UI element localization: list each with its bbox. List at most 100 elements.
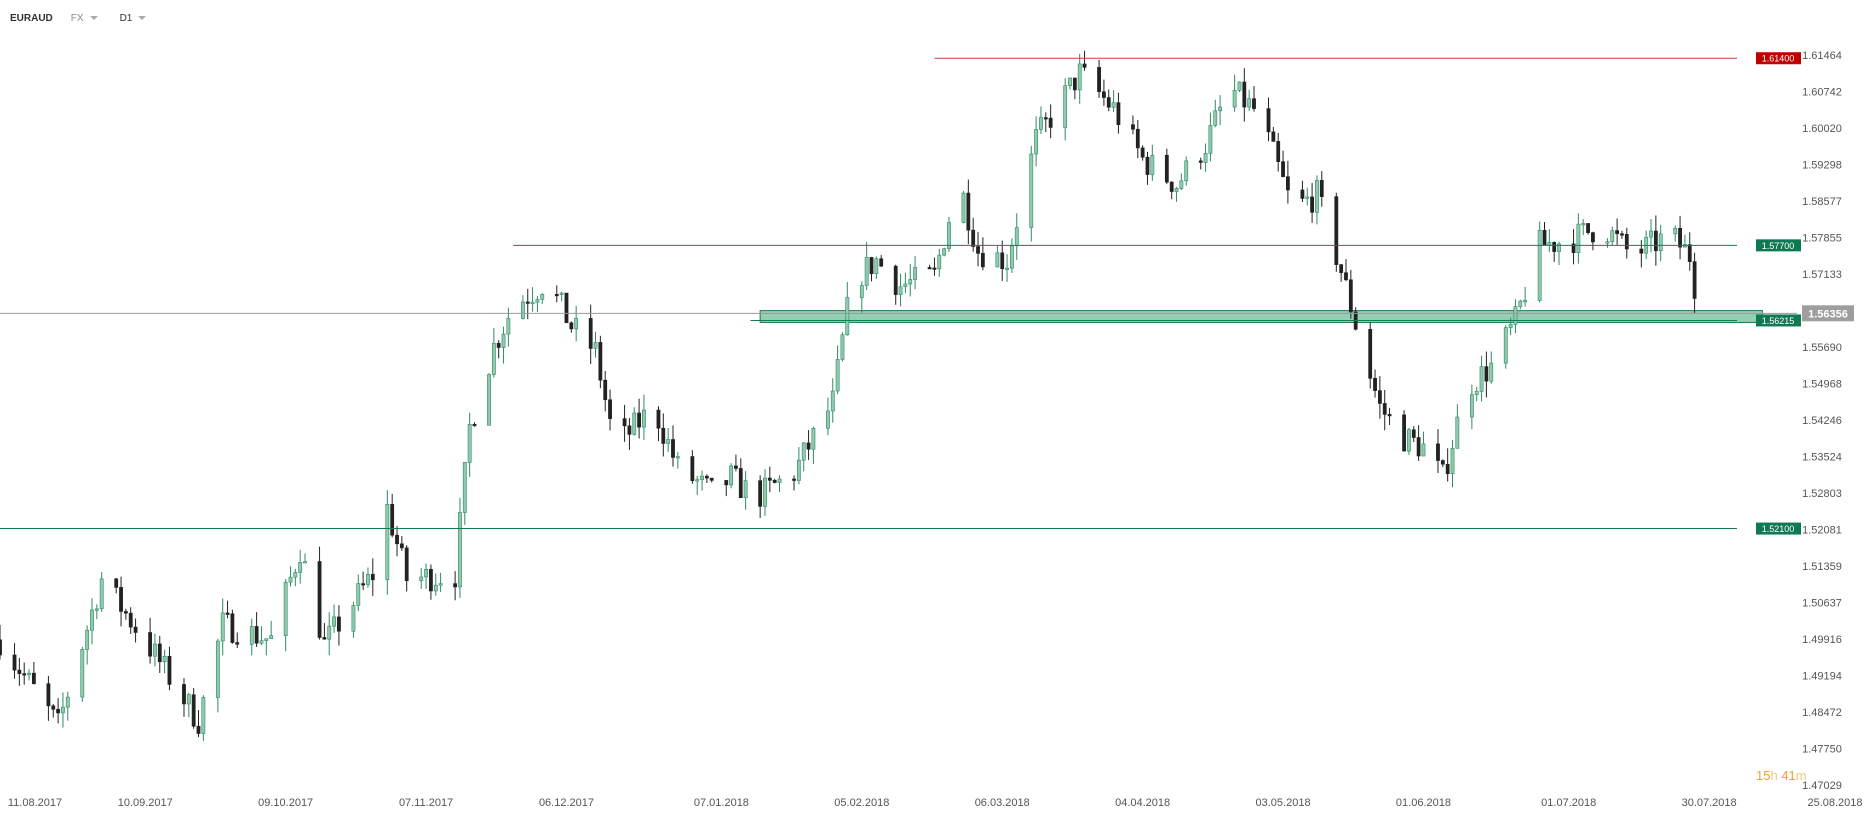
candle-body bbox=[1678, 228, 1682, 248]
y-tick-label: 1.49916 bbox=[1802, 634, 1842, 646]
candle-body bbox=[1000, 252, 1005, 270]
candle-body bbox=[283, 581, 288, 636]
candle-body bbox=[598, 342, 603, 381]
candle-body bbox=[429, 568, 433, 592]
candle-body bbox=[99, 578, 104, 610]
candle-body bbox=[1445, 463, 1450, 475]
timer-hours: 15 bbox=[1756, 768, 1771, 783]
candle-body bbox=[1305, 196, 1310, 199]
candle-body bbox=[535, 299, 540, 303]
candle-body bbox=[1145, 156, 1150, 175]
timeframe-dropdown[interactable]: D1 bbox=[120, 13, 147, 24]
market-dropdown[interactable]: FX bbox=[71, 13, 98, 24]
chart-toolbar: EURAUD FX D1 bbox=[10, 10, 168, 26]
candle-body bbox=[46, 683, 51, 707]
candle-body bbox=[1315, 180, 1319, 213]
level-badge bbox=[1756, 314, 1801, 327]
candle-body bbox=[1683, 244, 1687, 248]
candle-body bbox=[1503, 327, 1508, 364]
candle-body bbox=[114, 578, 119, 588]
candle-body bbox=[976, 246, 980, 254]
candle-body bbox=[627, 425, 632, 435]
candle-body bbox=[254, 626, 259, 644]
y-tick-label: 1.58577 bbox=[1802, 196, 1842, 208]
x-tick-label: 09.10.2017 bbox=[258, 797, 313, 809]
candle-body bbox=[1518, 300, 1523, 307]
candle-body bbox=[1068, 77, 1072, 87]
candle-body bbox=[695, 479, 700, 482]
candle-body bbox=[167, 655, 172, 685]
timer-minutes-unit: m bbox=[1795, 768, 1807, 783]
candle-body bbox=[1232, 90, 1237, 108]
candle-body bbox=[1658, 233, 1663, 252]
candle-body bbox=[1624, 234, 1629, 250]
candle-body bbox=[961, 192, 966, 223]
market-label: FX bbox=[70, 12, 84, 24]
candle-body bbox=[1411, 429, 1416, 438]
candle-body bbox=[1692, 261, 1697, 299]
candle-body bbox=[942, 248, 947, 256]
y-tick-label: 1.48472 bbox=[1802, 707, 1842, 719]
candle-body bbox=[806, 442, 811, 450]
candle-body bbox=[729, 465, 733, 486]
candle-body bbox=[1106, 97, 1111, 108]
candle-body bbox=[370, 574, 375, 581]
candle-body bbox=[864, 257, 869, 286]
candle-body bbox=[366, 574, 370, 585]
candle-body bbox=[419, 576, 424, 582]
candle-body bbox=[767, 477, 772, 481]
candle-body bbox=[734, 465, 738, 469]
y-tick-label: 1.57855 bbox=[1802, 233, 1842, 245]
candle-body bbox=[1242, 81, 1247, 108]
candle-body bbox=[322, 637, 327, 640]
candle-body bbox=[1184, 160, 1189, 182]
candle-body bbox=[1508, 324, 1513, 328]
candle-body bbox=[123, 611, 128, 614]
candle-body bbox=[390, 504, 395, 536]
candle-body bbox=[1523, 300, 1528, 303]
candle-body bbox=[1271, 131, 1276, 142]
candle-body bbox=[506, 318, 511, 335]
candle-body bbox=[521, 301, 525, 319]
candle-body bbox=[1029, 153, 1034, 228]
candle-body bbox=[980, 253, 985, 268]
candle-body bbox=[453, 583, 458, 588]
candle-body bbox=[758, 480, 763, 507]
y-tick-label: 1.50637 bbox=[1802, 598, 1842, 610]
candle-body bbox=[1150, 154, 1155, 175]
x-tick-label: 06.12.2017 bbox=[539, 797, 594, 809]
candle-body bbox=[632, 412, 637, 435]
candle-body bbox=[1610, 230, 1615, 243]
candle-body bbox=[608, 399, 612, 419]
candle-body bbox=[433, 584, 438, 592]
candle-body bbox=[1198, 160, 1203, 163]
y-tick-label: 1.60742 bbox=[1802, 87, 1842, 99]
candle-body bbox=[303, 561, 307, 564]
candle-body bbox=[564, 292, 569, 324]
candle-body bbox=[1039, 117, 1043, 130]
candle-body bbox=[642, 409, 646, 428]
level-badge-label: 1.52100 bbox=[1762, 524, 1795, 534]
candle-body bbox=[186, 694, 191, 705]
candle-body bbox=[399, 543, 404, 549]
candle-body bbox=[1542, 230, 1547, 246]
candle-countdown: 15h 41m bbox=[1756, 768, 1807, 783]
timer-hours-unit: h bbox=[1770, 768, 1778, 783]
candle-body bbox=[22, 673, 27, 676]
candle-body bbox=[1474, 391, 1479, 395]
candle-body bbox=[215, 640, 220, 698]
x-tick-label: 30.07.2018 bbox=[1682, 797, 1737, 809]
candle-body bbox=[874, 258, 879, 275]
current-price-badge bbox=[1802, 305, 1854, 322]
candle-body bbox=[1687, 244, 1692, 262]
y-tick-label: 1.52803 bbox=[1802, 488, 1842, 500]
x-tick-label: 10.09.2017 bbox=[118, 797, 173, 809]
candle-body bbox=[65, 696, 70, 708]
x-tick-label: 07.11.2017 bbox=[399, 797, 453, 809]
candle-body bbox=[569, 322, 574, 330]
candle-body bbox=[332, 616, 336, 627]
candle-body bbox=[1591, 232, 1595, 243]
candle-body bbox=[1218, 106, 1223, 112]
candle-body bbox=[903, 283, 908, 288]
